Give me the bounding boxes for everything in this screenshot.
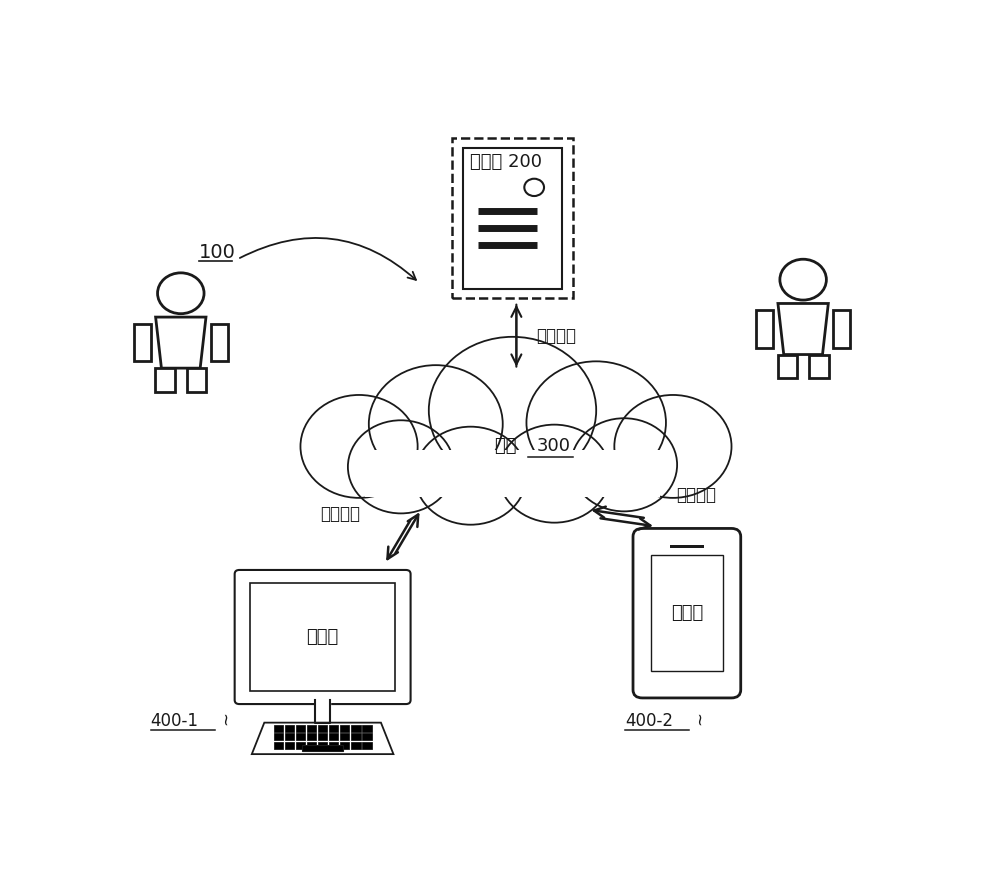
- Bar: [651, 555, 723, 671]
- Text: 直播画面: 直播画面: [677, 486, 717, 504]
- FancyBboxPatch shape: [756, 310, 773, 347]
- Bar: [362, 742, 372, 749]
- Bar: [329, 725, 338, 732]
- Bar: [274, 725, 283, 732]
- Bar: [778, 354, 797, 378]
- Bar: [463, 148, 562, 289]
- Text: 300: 300: [537, 438, 571, 455]
- Bar: [340, 725, 349, 732]
- Circle shape: [300, 395, 418, 498]
- Text: 服务器 200: 服务器 200: [470, 153, 542, 171]
- Bar: [318, 725, 327, 732]
- Bar: [274, 742, 283, 749]
- Bar: [809, 354, 829, 378]
- Circle shape: [429, 337, 596, 484]
- Bar: [362, 734, 372, 740]
- Bar: [318, 742, 327, 749]
- Bar: [302, 745, 343, 751]
- Text: 网络: 网络: [495, 438, 522, 455]
- Bar: [307, 742, 316, 749]
- Text: 400-2: 400-2: [625, 713, 673, 730]
- FancyBboxPatch shape: [833, 310, 850, 347]
- Bar: [329, 742, 338, 749]
- FancyBboxPatch shape: [235, 570, 411, 704]
- Bar: [351, 725, 361, 732]
- Circle shape: [158, 273, 204, 314]
- Circle shape: [614, 395, 732, 498]
- Bar: [329, 734, 338, 740]
- Circle shape: [415, 427, 526, 525]
- Bar: [340, 742, 349, 749]
- Bar: [365, 450, 660, 498]
- Bar: [296, 734, 305, 740]
- Text: 100: 100: [199, 243, 236, 262]
- Circle shape: [348, 420, 454, 514]
- Bar: [307, 734, 316, 740]
- Text: 客户端: 客户端: [671, 604, 703, 622]
- Bar: [250, 583, 395, 691]
- Text: 直播画面: 直播画面: [536, 327, 576, 345]
- Bar: [452, 139, 573, 299]
- Bar: [155, 368, 175, 392]
- Bar: [318, 734, 327, 740]
- Bar: [187, 368, 206, 392]
- Bar: [307, 725, 316, 732]
- Bar: [296, 725, 305, 732]
- Bar: [285, 725, 294, 732]
- FancyBboxPatch shape: [211, 324, 228, 362]
- FancyBboxPatch shape: [633, 529, 741, 698]
- Bar: [274, 734, 283, 740]
- Text: ~: ~: [216, 711, 234, 725]
- Bar: [670, 545, 704, 548]
- Circle shape: [499, 424, 610, 522]
- Circle shape: [524, 179, 544, 196]
- Bar: [296, 742, 305, 749]
- Bar: [285, 734, 294, 740]
- Polygon shape: [315, 700, 330, 722]
- Bar: [362, 725, 372, 732]
- FancyBboxPatch shape: [134, 324, 151, 362]
- Text: ~: ~: [691, 711, 709, 725]
- Bar: [351, 734, 361, 740]
- Circle shape: [780, 259, 826, 300]
- Polygon shape: [156, 317, 206, 368]
- Bar: [351, 742, 361, 749]
- Text: 400-1: 400-1: [151, 713, 199, 730]
- Circle shape: [369, 365, 503, 483]
- Bar: [285, 742, 294, 749]
- Circle shape: [526, 362, 666, 484]
- Circle shape: [571, 418, 677, 511]
- Polygon shape: [252, 722, 393, 754]
- Bar: [340, 734, 349, 740]
- Text: 客户端: 客户端: [306, 628, 339, 646]
- Polygon shape: [778, 303, 828, 354]
- Text: 直播画面: 直播画面: [320, 505, 360, 522]
